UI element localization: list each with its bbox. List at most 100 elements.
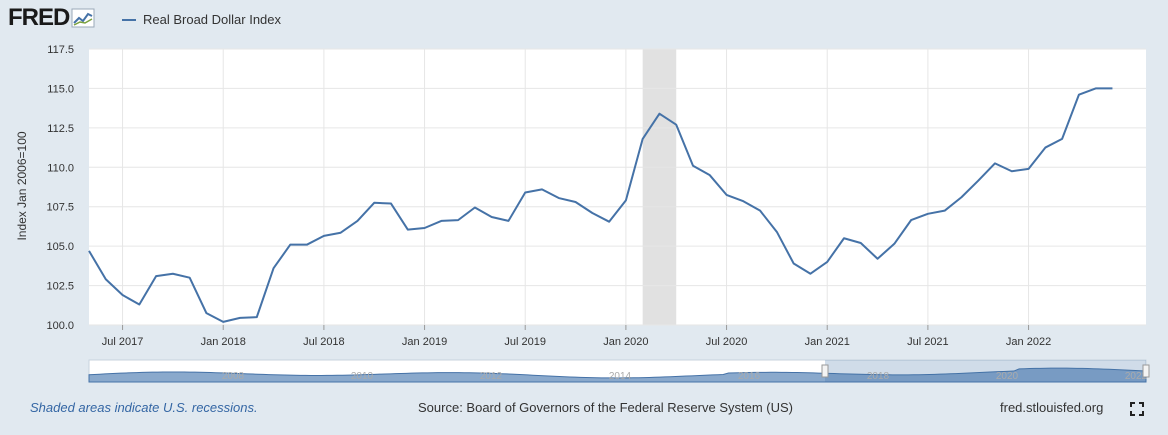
data-point[interactable] (305, 243, 309, 247)
y-tick-label: 110.0 (47, 162, 74, 174)
data-point[interactable] (372, 201, 376, 205)
y-tick-label: 107.5 (46, 202, 74, 214)
y-tick-label: 115.0 (47, 83, 74, 95)
x-tick-label: Jul 2020 (706, 336, 748, 348)
data-point[interactable] (87, 249, 91, 253)
data-point[interactable] (892, 242, 896, 246)
navigator-year-label: 2010 (351, 371, 374, 382)
data-point[interactable] (288, 243, 292, 247)
source-note: Source: Board of Governors of the Federa… (418, 400, 793, 415)
fullscreen-icon[interactable] (1130, 402, 1144, 416)
x-tick-label: Jul 2018 (303, 336, 345, 348)
data-point[interactable] (657, 112, 661, 116)
data-point[interactable] (322, 234, 326, 238)
y-tick-label: 112.5 (47, 123, 74, 135)
data-point[interactable] (355, 219, 359, 223)
y-tick-label: 117.5 (47, 44, 74, 56)
data-point[interactable] (607, 220, 611, 224)
data-point[interactable] (1010, 169, 1014, 173)
legend-swatch (122, 18, 136, 21)
x-tick-label: Jan 2020 (603, 336, 648, 348)
data-point[interactable] (859, 241, 863, 245)
site-link[interactable]: fred.stlouisfed.org (1000, 400, 1104, 415)
data-point[interactable] (993, 161, 997, 165)
data-point[interactable] (775, 230, 779, 234)
navigator-handle[interactable] (1142, 364, 1150, 378)
data-point[interactable] (926, 212, 930, 216)
y-tick-label: 105.0 (46, 241, 74, 253)
data-point[interactable] (691, 164, 695, 168)
data-point[interactable] (339, 231, 343, 235)
data-point[interactable] (792, 261, 796, 265)
navigator-year-label: 2012 (480, 371, 503, 382)
data-point[interactable] (238, 316, 242, 320)
data-point[interactable] (909, 218, 913, 222)
data-point[interactable] (473, 206, 477, 210)
data-point[interactable] (406, 228, 410, 232)
data-point[interactable] (1094, 86, 1098, 90)
navigator-year-label: 2018 (867, 371, 890, 382)
recession-note: Shaded areas indicate U.S. recessions. (30, 400, 258, 415)
navigator-year-label: 2022 (1125, 371, 1148, 382)
data-point[interactable] (943, 209, 947, 213)
y-tick-label: 100.0 (46, 320, 74, 332)
data-point[interactable] (641, 137, 645, 141)
navigator-area (88, 367, 1147, 383)
data-point[interactable] (439, 219, 443, 223)
data-point[interactable] (1060, 137, 1064, 141)
data-point[interactable] (423, 226, 427, 230)
data-point[interactable] (842, 236, 846, 240)
data-point[interactable] (523, 191, 527, 195)
data-point[interactable] (1043, 146, 1047, 150)
recession-shade (642, 49, 677, 325)
fred-logo[interactable]: FRED (8, 4, 95, 32)
data-point[interactable] (204, 311, 208, 315)
data-point[interactable] (540, 187, 544, 191)
series-line[interactable] (88, 87, 1113, 323)
data-point[interactable] (171, 272, 175, 276)
data-point[interactable] (725, 193, 729, 197)
data-point[interactable] (741, 199, 745, 203)
fred-chart-logo-icon (71, 8, 95, 28)
data-point[interactable] (272, 266, 276, 270)
plot-area (89, 49, 1146, 325)
data-point[interactable] (154, 274, 158, 278)
data-point[interactable] (808, 272, 812, 276)
data-point[interactable] (876, 257, 880, 261)
data-point[interactable] (188, 276, 192, 280)
x-tick-label: Jul 2021 (907, 336, 949, 348)
data-point[interactable] (490, 215, 494, 219)
x-tick-label: Jul 2017 (102, 336, 144, 348)
data-point[interactable] (255, 315, 259, 319)
x-tick-label: Jan 2019 (402, 336, 447, 348)
data-point[interactable] (137, 302, 141, 306)
data-point[interactable] (959, 195, 963, 199)
line-chart[interactable]: 100.0 102.5 105.0 107.5 110.0 112.5 115.0 117.5… (0, 0, 1168, 400)
data-point[interactable] (624, 198, 628, 202)
data-point[interactable] (825, 260, 829, 264)
x-tick-label: Jan 2018 (201, 336, 246, 348)
data-point[interactable] (708, 173, 712, 177)
navigator-handle[interactable] (821, 364, 829, 378)
fred-logo-text: FRED (8, 4, 70, 31)
data-point[interactable] (506, 219, 510, 223)
data-point[interactable] (758, 209, 762, 213)
data-point[interactable] (389, 202, 393, 206)
data-point[interactable] (674, 123, 678, 127)
data-point[interactable] (557, 196, 561, 200)
navigator-year-label: 2014 (609, 371, 632, 382)
data-point[interactable] (456, 218, 460, 222)
data-point[interactable] (104, 277, 108, 281)
data-point[interactable] (1110, 86, 1114, 90)
data-point[interactable] (976, 179, 980, 183)
navigator-year-label: 2020 (996, 371, 1019, 382)
y-tick-label: 102.5 (46, 281, 74, 293)
data-point[interactable] (1077, 93, 1081, 97)
data-point[interactable] (221, 320, 225, 324)
navigator-selection[interactable] (825, 360, 1146, 382)
data-point[interactable] (574, 200, 578, 204)
data-point[interactable] (590, 211, 594, 215)
data-point[interactable] (121, 293, 125, 297)
x-tick-label: Jan 2021 (805, 336, 850, 348)
data-point[interactable] (1027, 167, 1031, 171)
